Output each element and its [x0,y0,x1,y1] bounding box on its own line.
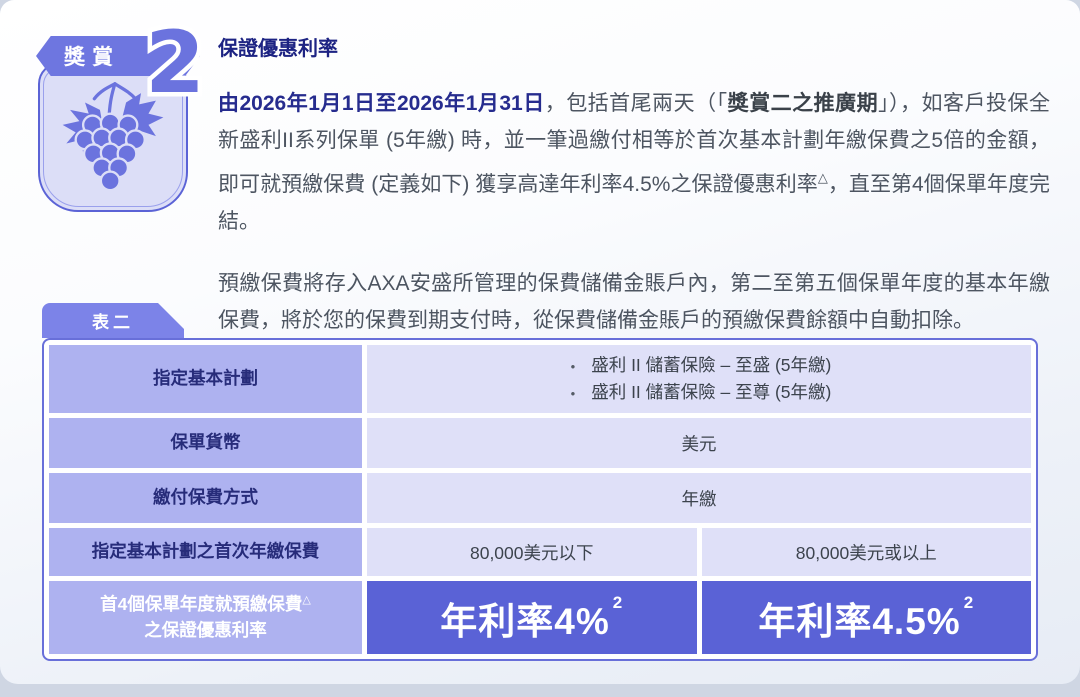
para1-text: 」），如客戶投保全新盛利II系列保單 (5年繳) 時，並一筆過繳付相等於首次基本… [218,92,1050,196]
paragraph-1: 由2026年1月1日至2026年1月31日，包括首尾兩天（「獎賞二之推廣期」），… [218,85,1050,240]
table-row-currency: 保單貨幣 美元 [49,418,1031,468]
table-row-payment-mode: 繳付保費方式 年繳 [49,473,1031,523]
grapes-icon [62,82,164,192]
table-row-designated-plan: 指定基本計劃 • 盛利 II 儲蓄保險 – 至盛 (5年繳) • 盛利 II 儲蓄保… [49,345,1031,413]
badge-ribbon-label: 獎賞 [64,46,120,69]
paragraph-2: 預繳保費將存入AXA安盛所管理的保費儲備金賬戶內，第二至第五個保單年度的基本年繳… [218,272,1050,332]
promo-period-name: 獎賞二之推廣期 [727,92,879,115]
rate-high: 年利率4.5% 2 [701,581,1031,654]
plan-name: 盛利 II 儲蓄保險 – 至盛 (5年繳) [591,354,832,375]
row-value-cell: 美元 [367,418,1031,468]
row-label-cell: 繳付保費方式 [49,473,362,523]
svg-text:2: 2 [145,13,205,108]
reward-2-badge: 獎賞 2 [36,12,209,212]
rate-row-label: 首4個保單年度就預繳保費△ 之保證優惠利率 [100,594,311,640]
row-label-cell: 指定基本計劃 [49,345,362,413]
badge-ribbon: 獎賞 [36,36,200,76]
rate-cells: 年利率4% 2 年利率4.5% 2 [367,581,1031,654]
bullet-icon: • [570,358,576,374]
plan-list: • 盛利 II 儲蓄保險 – 至盛 (5年繳) • 盛利 II 儲蓄保險 – 至尊 … [567,352,832,406]
premium-tier-high: 80,000美元或以上 [701,528,1031,576]
row-value-cell: • 盛利 II 儲蓄保險 – 至盛 (5年繳) • 盛利 II 儲蓄保險 – 至尊 … [367,345,1031,413]
promo-dates: 由2026年1月1日至2026年1月31日 [218,92,545,115]
table-row-first-annual-premium: 指定基本計劃之首次年繳保費 80,000美元以下 80,000美元或以上 [49,528,1031,576]
bullet-icon: • [570,386,576,401]
content-block: 保證優惠利率 由2026年1月1日至2026年1月31日，包括首尾兩天（「獎賞二… [218,32,1050,339]
row-label-cell: 保單貨幣 [49,418,362,468]
table-row-guaranteed-rate: 首4個保單年度就預繳保費△ 之保證優惠利率 年利率4% 2 年利率4.5% 2 [49,581,1031,654]
footnote-2: 2 [963,592,975,612]
plan-name: 盛利 II 儲蓄保險 – 至尊 (5年繳) [591,382,832,402]
table-2-tab: 表二 [42,303,184,338]
table-2: 指定基本計劃 • 盛利 II 儲蓄保險 – 至盛 (5年繳) • 盛利 II 儲蓄保… [42,338,1038,661]
footnote-2: 2 [612,592,624,612]
footnote-triangle: △ [817,170,828,185]
table-2-section: 表二 指定基本計劃 • 盛利 II 儲蓄保險 – 至盛 (5年繳) • 盛利 II … [42,303,1038,661]
para1-text: ，直至第4個保單年度完結。 [218,173,1050,233]
premium-tier-low: 80,000美元以下 [367,528,697,576]
row-label-cell: 指定基本計劃之首次年繳保費 [49,528,362,576]
row-label-cell: 首4個保單年度就預繳保費△ 之保證優惠利率 [49,581,362,654]
list-item: • 盛利 II 儲蓄保險 – 至尊 (5年繳) [567,379,832,406]
badge-number: 2 [141,12,210,108]
row-value-cell: 年繳 [367,473,1031,523]
footnote-triangle: △ [302,594,311,607]
rate-low: 年利率4% 2 [367,581,697,654]
section-heading: 保證優惠利率 [218,38,338,60]
premium-tier-cells: 80,000美元以下 80,000美元或以上 [367,528,1031,576]
list-item: • 盛利 II 儲蓄保險 – 至盛 (5年繳) [567,352,832,379]
para1-text: ，包括首尾兩天（「 [544,92,728,115]
badge-shield [38,62,188,212]
